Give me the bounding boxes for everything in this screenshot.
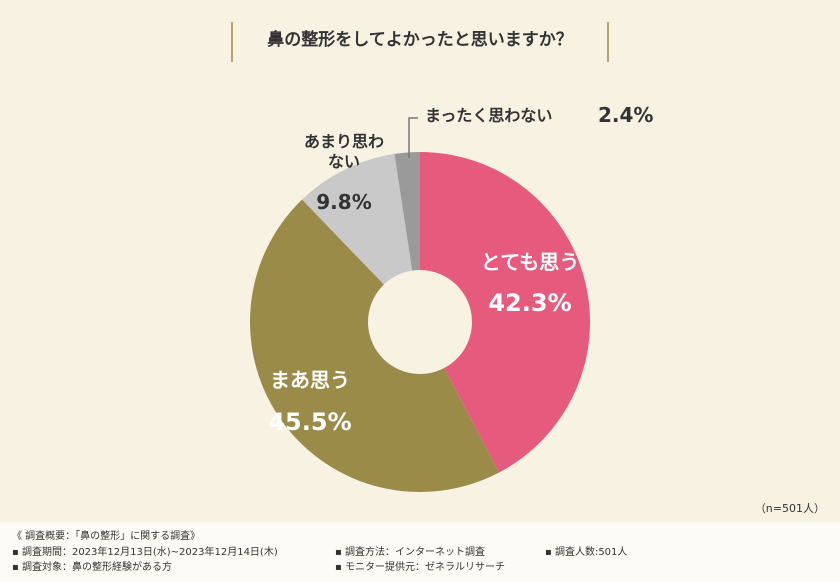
footer-item: ▪ モニター提供元：ゼネラルリサーチ: [335, 562, 505, 573]
chart-title: 鼻の整形をしてよかったと思いますか？: [267, 29, 573, 50]
footer-band: [0, 522, 840, 582]
value-label: 9.8%: [316, 190, 372, 214]
donut-slice: [302, 153, 413, 285]
footer-item: ▪ 調査人数:501人: [545, 547, 628, 558]
donut-slice: [249, 199, 500, 493]
donut-slice: [394, 152, 420, 271]
slice-label: まあ思う: [270, 368, 350, 392]
value-label: 2.4%: [598, 103, 654, 127]
donut-slice: [420, 152, 591, 473]
slice-label: まったく思わない: [425, 106, 553, 125]
footer-heading: 《 調査概要：「鼻の整形」に関する調査》: [12, 531, 201, 542]
value-label: 45.5%: [268, 408, 352, 436]
leader-line: [408, 117, 418, 158]
slice-label: とても思う: [480, 250, 580, 274]
footer-item: ▪ 調査方法：インターネット調査: [335, 547, 485, 558]
value-label: 42.3%: [488, 289, 572, 317]
footer-item: ▪ 調査期間：2023年12月13日(水)~2023年12月14日(木): [12, 547, 278, 558]
footer-item: ▪ 調査対象：鼻の整形経験がある方: [12, 562, 172, 573]
sample-note: （n=501人）: [755, 502, 825, 515]
slice-label: あまり思わない: [303, 132, 384, 171]
